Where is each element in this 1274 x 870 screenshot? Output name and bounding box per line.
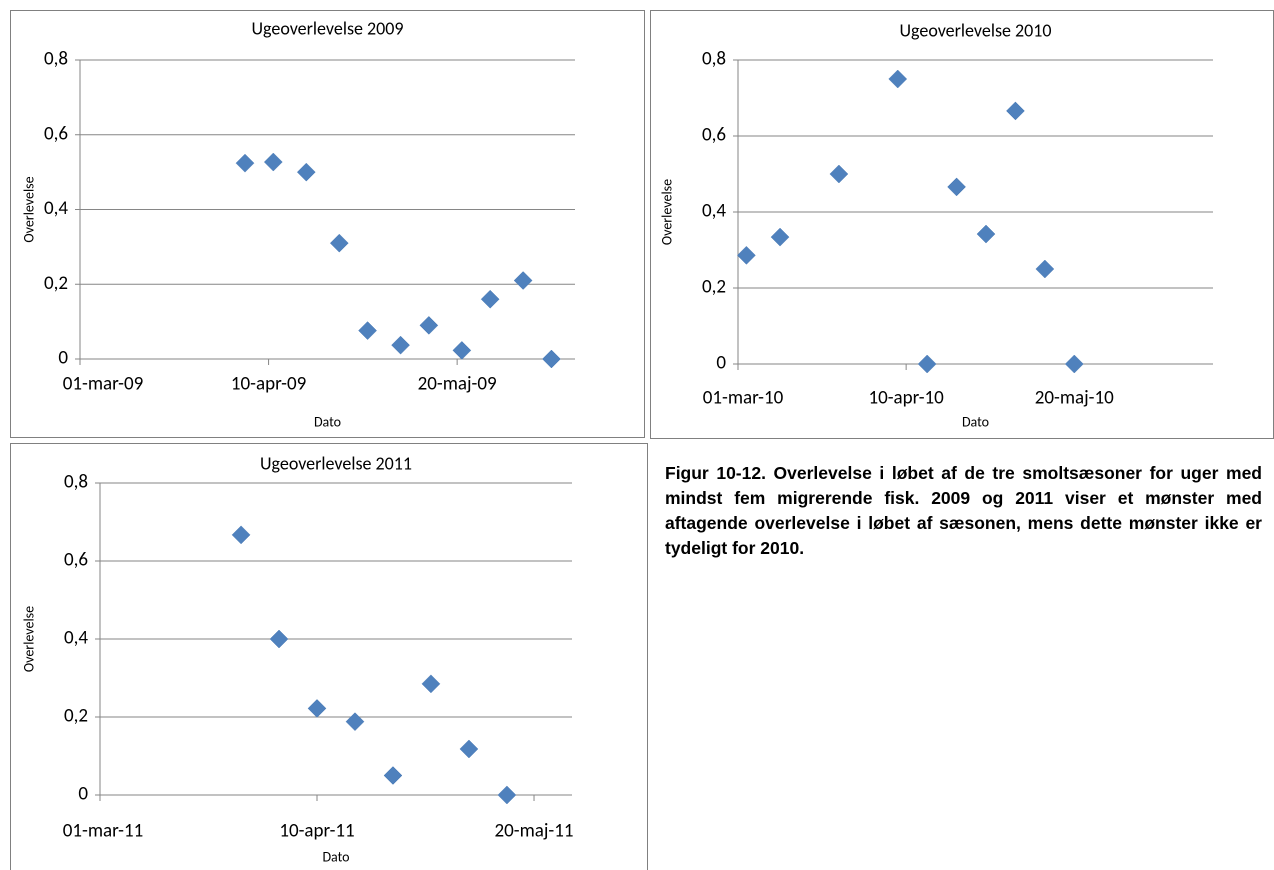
x-tick-label: 10-apr-09 <box>231 373 306 396</box>
data-point <box>452 341 472 360</box>
data-point <box>542 349 561 369</box>
data-point <box>345 712 365 732</box>
data-point <box>497 785 517 805</box>
y-tick-label: 0,8 <box>44 48 68 71</box>
data-point <box>263 152 283 172</box>
data-point <box>307 699 327 718</box>
data-point <box>269 629 289 649</box>
x-axis-title: Dato <box>962 413 989 430</box>
data-point <box>391 335 410 355</box>
x-tick-label: 01-mar-10 <box>703 387 784 410</box>
panel-border <box>10 443 648 870</box>
data-point <box>329 233 349 253</box>
y-tick-label: 0,4 <box>702 200 726 223</box>
figure-caption: Figur 10-12. Overlevelse i løbet af de t… <box>665 463 1262 558</box>
data-point <box>231 525 251 545</box>
data-point <box>358 321 377 340</box>
x-axis-title: Dato <box>322 848 349 865</box>
panel-border <box>650 10 1274 439</box>
y-tick-label: 0,2 <box>64 705 88 728</box>
x-tick-label: 10-apr-10 <box>868 387 944 410</box>
panel-border <box>10 10 645 438</box>
y-tick-label: 0,2 <box>44 272 68 295</box>
y-tick-label: 0,6 <box>44 122 68 145</box>
x-axis-title: Dato <box>314 413 341 430</box>
x-tick-label: 10-apr-11 <box>279 820 354 843</box>
data-point <box>770 227 790 247</box>
x-tick-label: 20-maj-11 <box>495 820 574 843</box>
y-axis-title: Overlevelse <box>20 176 37 242</box>
y-tick-label: 0,4 <box>64 627 88 650</box>
y-tick-label: 0 <box>58 347 68 370</box>
chart-title: Ugeoverlevelse 2010 <box>899 19 1051 41</box>
data-point <box>296 162 316 182</box>
data-point <box>480 289 500 309</box>
data-point <box>976 224 996 244</box>
data-point <box>947 177 966 197</box>
y-tick-label: 0,6 <box>64 549 88 572</box>
y-tick-label: 0 <box>716 352 726 375</box>
data-point <box>917 354 937 374</box>
y-tick-label: 0,2 <box>702 276 726 299</box>
y-tick-label: 0,4 <box>44 197 68 220</box>
chart-title: Ugeoverlevelse 2011 <box>260 452 412 474</box>
y-axis-title: Overlevelse <box>20 606 37 672</box>
chart-title: Ugeoverlevelse 2009 <box>251 17 403 39</box>
x-tick-label: 01-mar-11 <box>63 820 144 843</box>
x-tick-label: 20-maj-10 <box>1035 387 1114 410</box>
data-point <box>421 674 441 694</box>
data-point <box>888 69 908 89</box>
data-point <box>383 766 403 785</box>
y-tick-label: 0,8 <box>702 48 726 71</box>
x-tick-label: 01-mar-09 <box>63 373 144 396</box>
y-axis-title: Overlevelse <box>658 179 675 245</box>
data-point <box>459 739 479 759</box>
data-point <box>235 153 255 173</box>
y-tick-label: 0,8 <box>64 471 88 494</box>
data-point <box>513 271 533 290</box>
data-point <box>829 164 849 184</box>
data-point <box>1035 259 1055 279</box>
data-point <box>1006 101 1025 121</box>
y-tick-label: 0 <box>78 783 88 806</box>
data-point <box>1064 354 1084 374</box>
data-point <box>419 316 439 335</box>
y-tick-label: 0,6 <box>702 124 726 147</box>
x-tick-label: 20-maj-09 <box>418 373 497 396</box>
data-point <box>737 245 756 265</box>
